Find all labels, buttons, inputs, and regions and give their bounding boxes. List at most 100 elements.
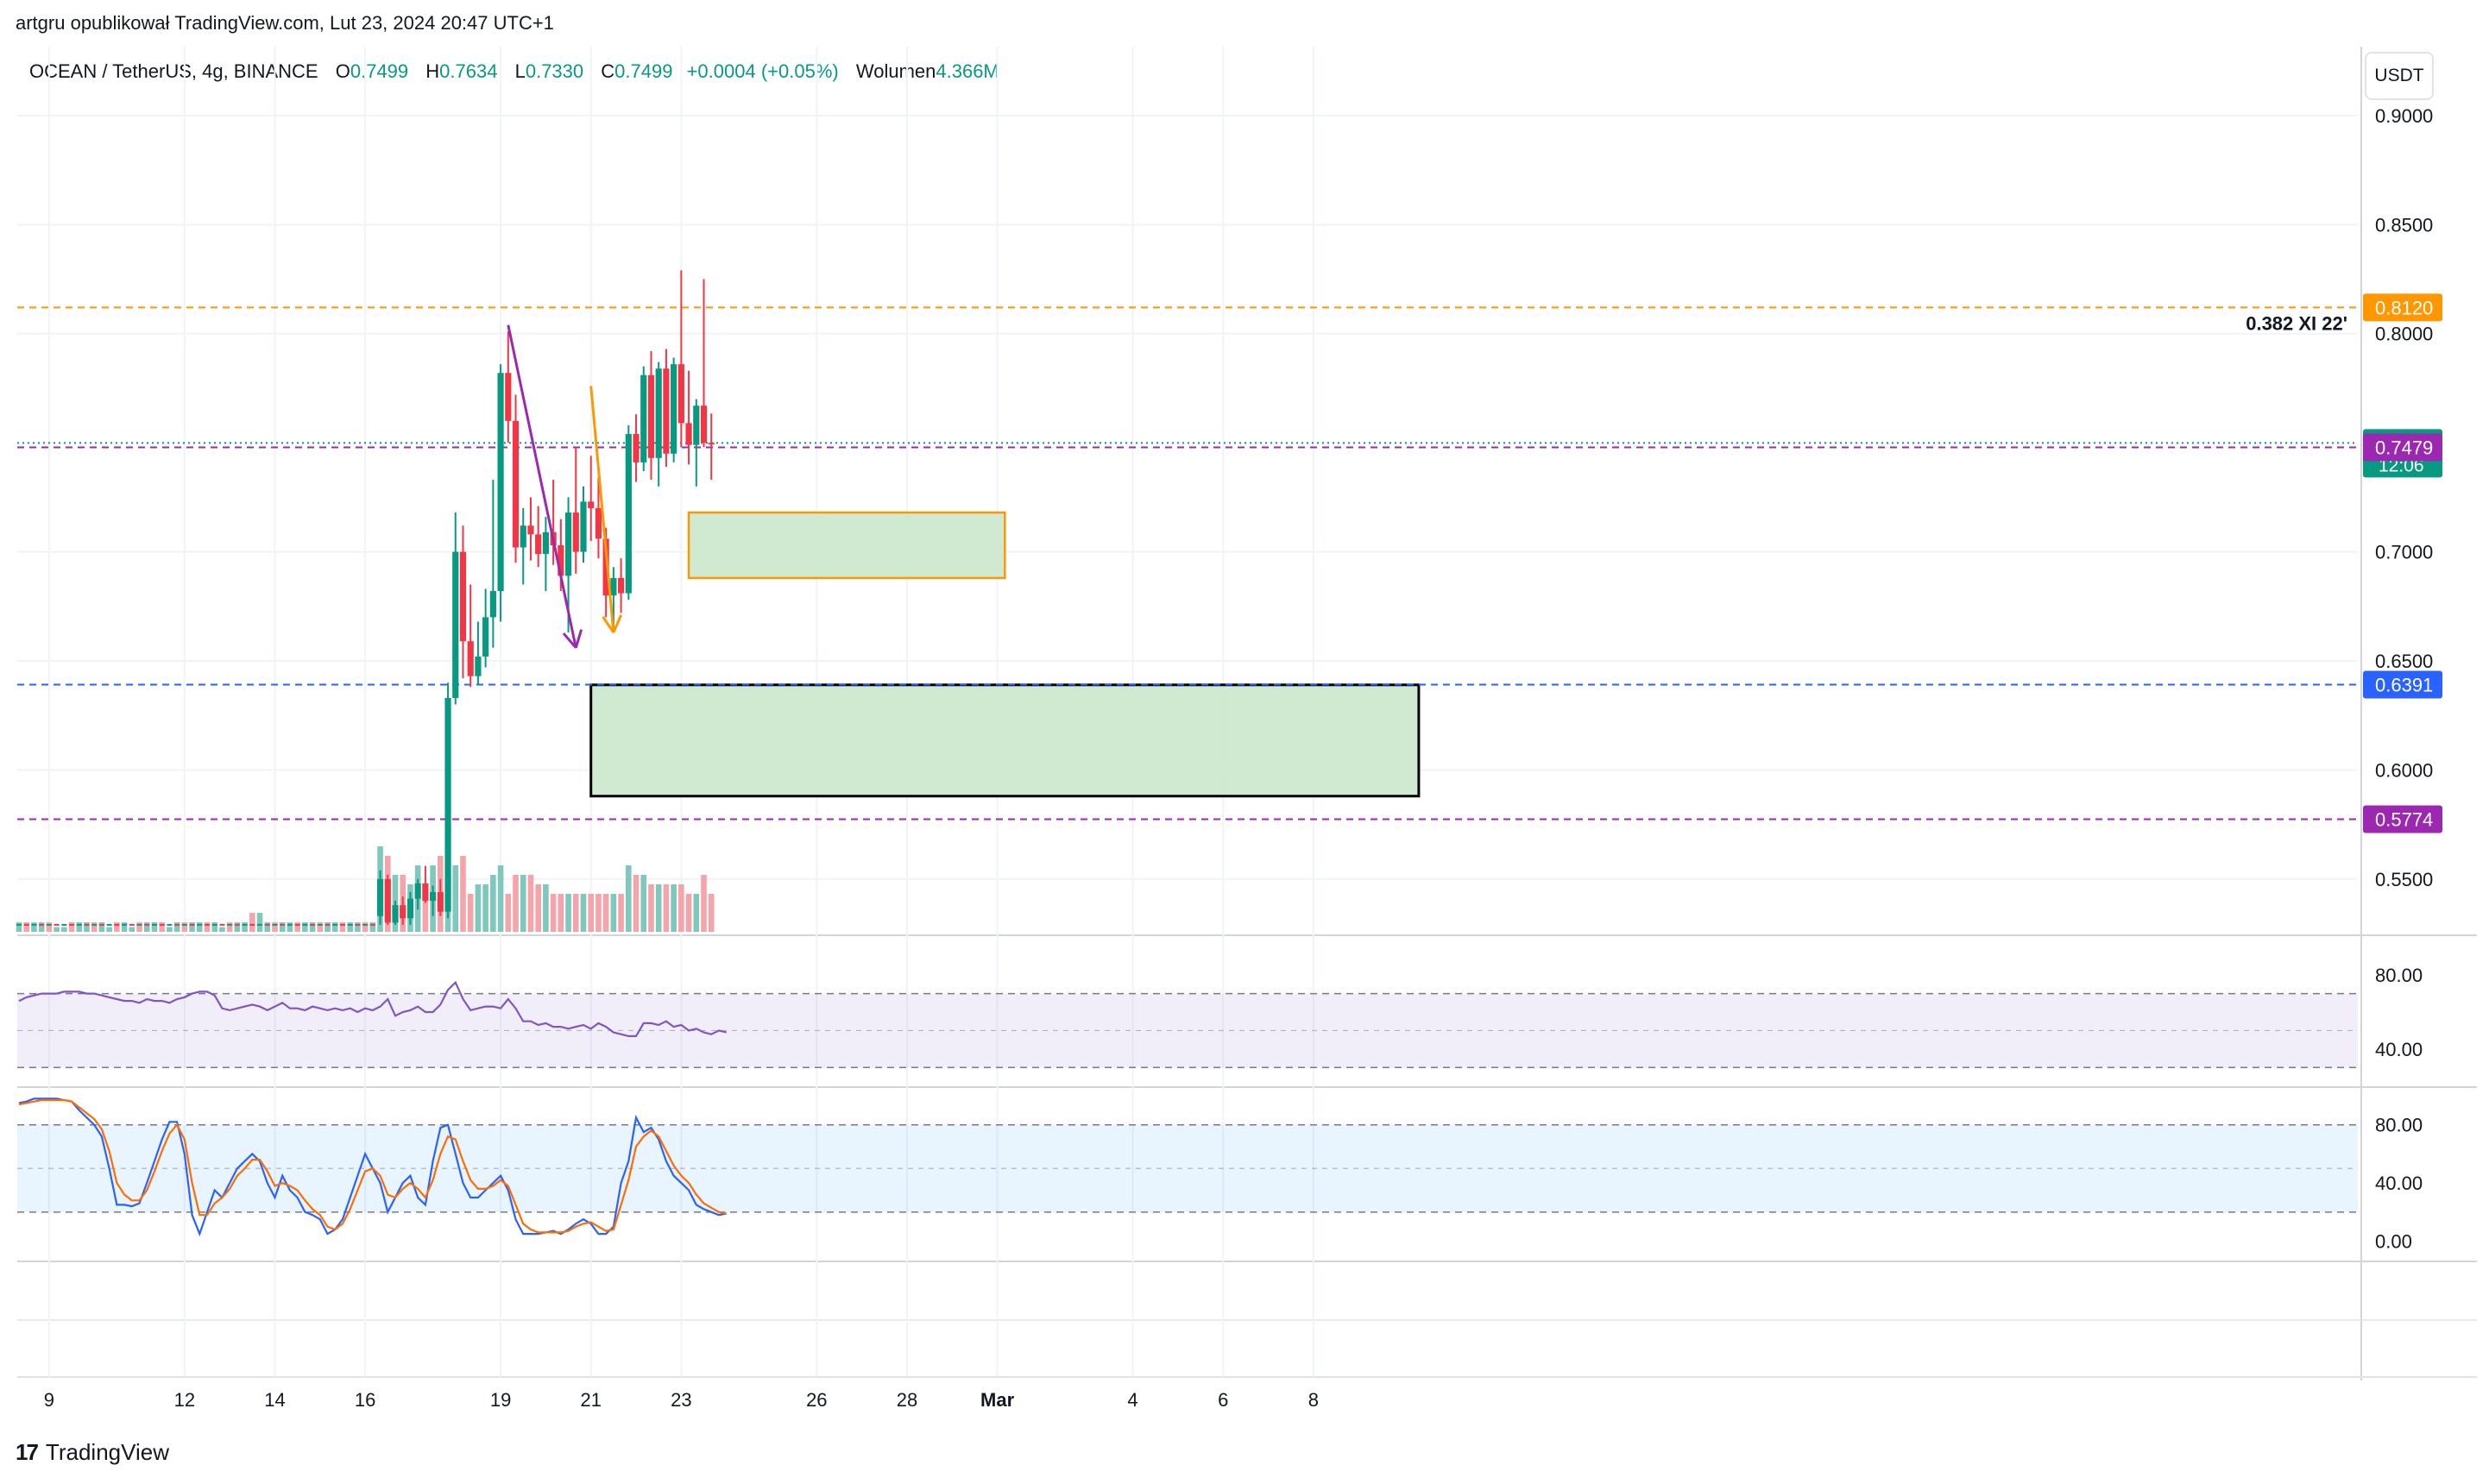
volume-bar xyxy=(701,875,707,932)
axis-tick-label: 40.00 xyxy=(2375,1173,2423,1194)
volume-bar xyxy=(91,922,98,932)
candle xyxy=(527,525,534,535)
volume-bar xyxy=(400,875,406,932)
change-value: +0.0004 (+0.05%) xyxy=(686,60,839,82)
low-label: L xyxy=(514,60,526,82)
volume-bar xyxy=(422,884,429,932)
volume-bar xyxy=(204,922,211,932)
candle xyxy=(159,923,165,926)
volume-bar xyxy=(497,865,504,932)
volume-bar xyxy=(602,894,609,932)
volume-bar xyxy=(693,894,700,932)
axis-tick-label: 80.00 xyxy=(2375,965,2423,986)
high-label: H xyxy=(425,60,440,82)
tradingview-logo-icon: 17 xyxy=(16,1439,39,1465)
candle xyxy=(205,923,210,926)
volume-bar xyxy=(392,875,399,932)
volume-bar xyxy=(181,922,188,932)
rsi-pane xyxy=(17,980,2358,1069)
oscillator-line xyxy=(18,1098,727,1234)
candle xyxy=(535,534,542,555)
trend-arrow xyxy=(589,386,615,633)
candle xyxy=(369,923,375,926)
volume-bar xyxy=(527,875,534,932)
candle xyxy=(114,923,120,926)
price-labels: 0.8120 0.7499 12:060.7479 0.6391 0.5774 xyxy=(2363,293,2442,833)
volume-label: Wolumen xyxy=(855,60,936,82)
symbol-name[interactable]: OCEAN / TetherUS, 4g, BINANCE xyxy=(29,60,318,82)
candle xyxy=(91,923,98,926)
time-tick-label: 4 xyxy=(1127,1389,1137,1411)
currency-button[interactable]: USDT xyxy=(2365,52,2434,100)
candle xyxy=(520,525,526,548)
arrow-head xyxy=(602,616,615,633)
volume-bar xyxy=(369,922,376,932)
time-tick-label: 28 xyxy=(897,1389,917,1411)
time-tick-label: 12 xyxy=(174,1389,195,1411)
volume-bar xyxy=(355,922,361,932)
volume-bar xyxy=(648,884,654,932)
arrow-head xyxy=(574,629,583,649)
publisher-credit: artgru opublikował TradingView.com, Lut … xyxy=(16,12,554,34)
high-value: 0.7634 xyxy=(439,60,498,82)
countdown-text: 12:06 xyxy=(2379,456,2424,475)
brand-name: TradingView xyxy=(45,1439,169,1465)
candle xyxy=(414,883,421,899)
candle xyxy=(700,406,708,443)
candle xyxy=(242,923,248,926)
volume-bar xyxy=(618,894,624,932)
brand-logo[interactable]: 17 TradingView xyxy=(16,1439,169,1466)
price-tick-label: 0.8000 xyxy=(2375,324,2433,345)
open-value: 0.7499 xyxy=(350,60,409,82)
candle xyxy=(302,923,308,926)
zones xyxy=(589,511,1421,798)
candle xyxy=(174,923,180,926)
axis-tick-label: 80.00 xyxy=(2375,1115,2423,1136)
candle xyxy=(671,364,677,454)
arrows xyxy=(507,324,622,649)
candle xyxy=(400,905,406,919)
volume-bar xyxy=(61,927,67,932)
volume-bar xyxy=(588,894,595,932)
volume-bar xyxy=(430,865,436,932)
price-label-text: 0.6391 xyxy=(2375,675,2433,696)
volume-bar xyxy=(626,865,632,932)
candle xyxy=(489,591,496,618)
volume-bar xyxy=(490,875,496,932)
candle xyxy=(136,923,142,926)
volume-bar xyxy=(46,922,53,932)
time-tick-label: 19 xyxy=(490,1389,511,1411)
price-label-text: 0.5774 xyxy=(2375,809,2433,831)
candle xyxy=(685,423,692,445)
time-tick-label: 16 xyxy=(355,1389,375,1411)
candle xyxy=(437,891,444,912)
candle xyxy=(550,531,557,545)
time-tick-label: 14 xyxy=(264,1389,285,1411)
candle xyxy=(211,923,217,926)
symbol-legend: OCEAN / TetherUS, 4g, BINANCE O0.7499 H0… xyxy=(29,60,999,83)
candle xyxy=(347,923,353,926)
volume-bar xyxy=(558,894,564,932)
volume-bar xyxy=(272,922,278,932)
candle xyxy=(98,923,104,926)
axes: 80.00 40.00 80.00 40.00 0.00 0.9000 0.8500 0.80… xyxy=(44,105,2434,1411)
volume-bar xyxy=(16,922,22,932)
close-label: C xyxy=(601,60,615,82)
volume-bar xyxy=(294,922,300,932)
volume-bar xyxy=(279,922,286,932)
candle xyxy=(512,420,520,548)
candle xyxy=(482,617,489,657)
volume-bar xyxy=(663,884,670,932)
candle xyxy=(234,923,240,926)
volume-bar xyxy=(438,856,444,932)
candle xyxy=(227,923,233,926)
candle xyxy=(444,697,451,912)
volume-bar xyxy=(23,922,30,932)
oscillator-band xyxy=(17,1124,2358,1212)
candle xyxy=(325,923,331,926)
time-tick-label: 6 xyxy=(1218,1389,1228,1411)
price-label-tag xyxy=(2363,429,2442,478)
volume-bar xyxy=(475,884,482,932)
candle xyxy=(693,406,700,445)
